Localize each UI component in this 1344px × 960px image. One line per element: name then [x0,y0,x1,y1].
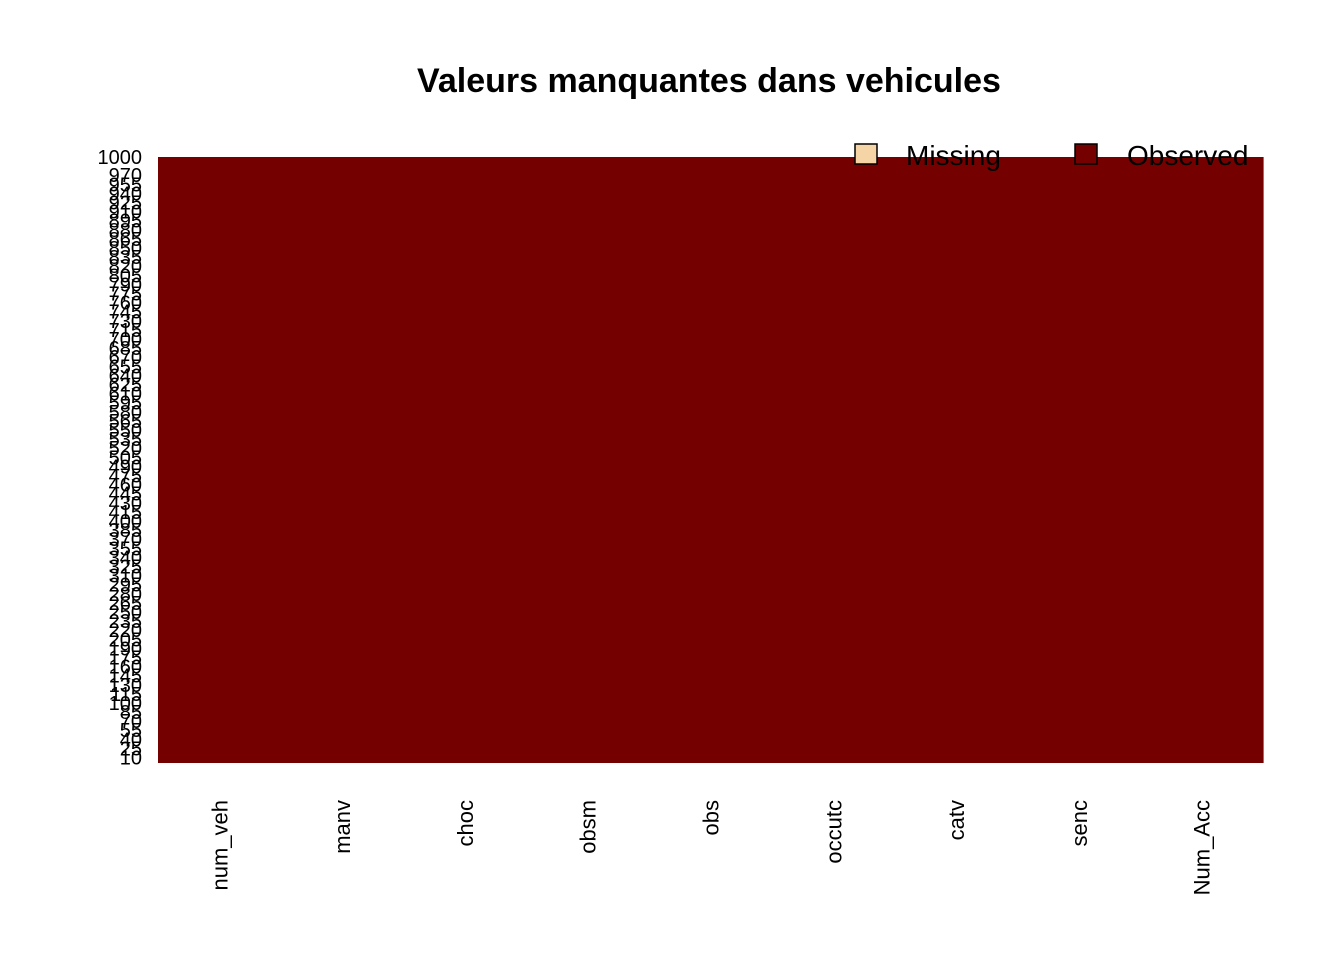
y-tick-label: 265 [109,593,142,615]
y-tick-label: 430 [109,493,142,515]
column-cells-num-veh [158,157,282,763]
column-cells-choc [403,157,527,763]
y-tick-label: 190 [109,638,142,660]
y-tick-label: 670 [109,347,142,369]
y-tick-label: 925 [109,193,142,215]
y-tick-label: 955 [109,174,142,196]
y-tick-label: 280 [109,584,142,606]
y-tick-label: 625 [109,374,142,396]
y-tick-label: 130 [109,675,142,697]
y-tick-label: 880 [109,220,142,242]
y-tick-label: 520 [109,438,142,460]
y-tick-label: 250 [109,602,142,624]
y-tick-label: 820 [109,256,142,278]
y-tick-label: 205 [109,629,142,651]
y-tick-label: 895 [109,211,142,233]
y-tick-label: 175 [109,647,142,669]
y-tick-label: 10 [120,748,142,770]
legend-label-observed: Observed [1127,140,1248,171]
y-tick-label: 685 [109,338,142,360]
chart-title: Valeurs manquantes dans vehicules [417,62,1001,100]
column-cells-obsm [526,157,650,763]
column-cells-obs [649,157,773,763]
legend: Missing Observed [854,140,1248,171]
y-tick-label: 940 [109,183,142,205]
column-cells-senc [1017,157,1141,763]
legend-swatch-observed [1074,143,1098,165]
legend-swatch-missing [854,143,878,165]
x-tick-label-num-veh: num_veh [207,800,232,891]
y-tick-label: 55 [120,720,142,742]
y-tick-label: 805 [109,265,142,287]
x-axis-ticks: num_veh manv choc obsm obs occutc catv senc Num_… [207,800,1214,895]
y-tick-label: 790 [109,274,142,296]
y-tick-label: 595 [109,393,142,415]
y-tick-label: 355 [109,538,142,560]
y-tick-label: 85 [120,702,142,724]
x-tick-label-num-acc: Num_Acc [1190,800,1215,895]
y-tick-label: 40 [120,729,142,751]
x-tick-label-catv: catv [944,800,969,840]
x-tick-label-senc: senc [1067,800,1092,846]
y-tick-label: 970 [109,165,142,187]
y-tick-label: 775 [109,283,142,305]
y-tick-label: 535 [109,429,142,451]
y-tick-label: 550 [109,420,142,442]
y-tick-label: 400 [109,511,142,533]
x-tick-label-occutc: occutc [821,800,846,864]
cell-layer [158,157,1264,763]
y-tick-label: 25 [120,738,142,760]
y-tick-label: 415 [109,502,142,524]
y-tick-label: 715 [109,320,142,342]
y-tick-label: 385 [109,520,142,542]
y-tick-label: 145 [109,666,142,688]
legend-label-missing: Missing [906,140,1001,171]
column-cells-occutc [771,157,896,763]
y-tick-label: 565 [109,411,142,433]
x-tick-label-choc: choc [453,800,478,846]
y-tick-label: 475 [109,465,142,487]
x-tick-label-manv: manv [330,800,355,854]
y-axis-ticks: 1000970955940925910895880865850835820805… [98,147,143,770]
y-tick-label: 610 [109,384,142,406]
column-cells-num-acc [1140,157,1264,763]
y-tick-label: 295 [109,575,142,597]
y-tick-label: 220 [109,620,142,642]
y-tick-label: 310 [109,566,142,588]
y-tick-label: 760 [109,293,142,315]
y-tick-label: 115 [110,684,142,706]
column-cells-catv [894,157,1019,763]
x-tick-label-obs: obs [699,800,724,835]
y-tick-label: 850 [109,238,142,260]
y-tick-label: 370 [109,529,142,551]
x-tick-label-obsm: obsm [576,800,601,854]
y-tick-label: 100 [109,693,142,715]
y-tick-label: 580 [109,402,142,424]
y-tick-label: 730 [109,311,142,333]
column-cells-manv [280,157,405,763]
y-tick-label: 745 [109,302,142,324]
y-tick-label: 460 [109,475,142,497]
y-tick-label: 1000 [98,147,143,169]
y-tick-label: 340 [109,547,142,569]
y-tick-label: 835 [109,247,142,269]
y-tick-label: 505 [109,447,142,469]
y-tick-label: 70 [120,711,142,733]
y-tick-label: 490 [109,456,142,478]
y-tick-label: 235 [109,611,142,633]
y-tick-label: 325 [109,556,142,578]
y-tick-label: 160 [109,657,142,679]
y-tick-label: 640 [109,365,142,387]
y-tick-label: 700 [109,329,142,351]
y-tick-label: 865 [109,229,142,251]
y-tick-label: 655 [109,356,142,378]
y-tick-label: 910 [109,202,142,224]
y-tick-label: 445 [109,484,142,506]
